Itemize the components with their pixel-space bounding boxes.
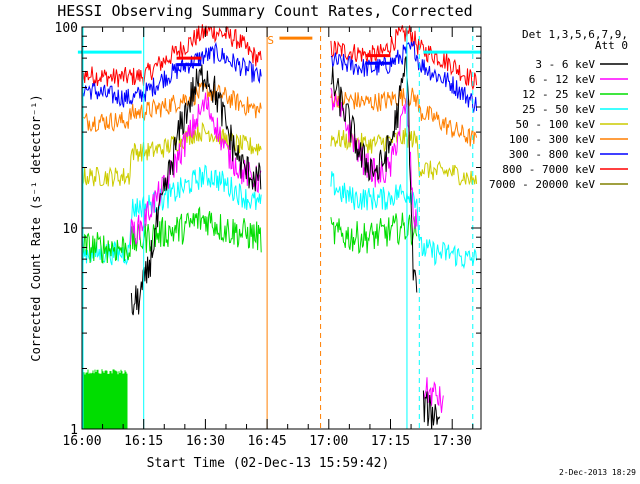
y-tick-label-0: 1 bbox=[70, 423, 78, 438]
legend-label-0: 3 - 6 keV bbox=[535, 58, 595, 71]
x-tick-label-6: 17:30 bbox=[433, 434, 472, 449]
series-7 bbox=[130, 56, 441, 430]
series-0-segment-0 bbox=[81, 24, 262, 88]
x-tick-label-2: 16:30 bbox=[186, 434, 225, 449]
data-series bbox=[81, 24, 478, 430]
x-tick-label-5: 17:15 bbox=[371, 434, 410, 449]
series-5 bbox=[81, 206, 418, 264]
legend-label-4: 50 - 100 keV bbox=[516, 118, 596, 131]
y-tick-label-1: 10 bbox=[62, 222, 78, 237]
series-7-segment-0 bbox=[130, 64, 262, 316]
y-tick-label-2: 100 bbox=[55, 21, 78, 36]
x-tick-label-4: 17:00 bbox=[309, 434, 348, 449]
legend-label-5: 100 - 300 keV bbox=[509, 133, 595, 146]
x-tick-label-3: 16:45 bbox=[248, 434, 287, 449]
chart-title: HESSI Observing Summary Count Rates, Cor… bbox=[57, 2, 472, 20]
series-6-segment-2 bbox=[422, 377, 444, 413]
legend-label-3: 25 - 50 keV bbox=[522, 103, 595, 116]
legend-header-1: Att 0 bbox=[595, 39, 628, 52]
legend-header-0: Det 1,3,5,6,7,9, bbox=[522, 28, 628, 41]
series-3 bbox=[81, 121, 478, 187]
series-5-segment-1 bbox=[330, 212, 418, 255]
saa-label: S bbox=[267, 34, 274, 47]
series-7-segment-1 bbox=[330, 56, 418, 293]
x-tick-label-1: 16:15 bbox=[124, 434, 163, 449]
annotations: S bbox=[82, 27, 474, 429]
background-bands bbox=[81, 369, 128, 429]
series-1-segment-0 bbox=[81, 41, 262, 108]
legend-label-7: 800 - 7000 keV bbox=[502, 163, 595, 176]
series-2-segment-1 bbox=[330, 87, 478, 147]
legend: Det 1,3,5,6,7,9,Att 03 - 6 keV 6 - 12 keV… bbox=[489, 28, 628, 191]
x-tick-label-0: 16:00 bbox=[62, 434, 101, 449]
legend-label-2: 12 - 25 keV bbox=[522, 88, 595, 101]
axes: 1 10 100 16:00 16:15 16:30 16:45 17:00 17:15 17:3… bbox=[55, 21, 482, 449]
series-4-segment-1 bbox=[330, 171, 478, 270]
series-4-segment-0 bbox=[81, 164, 262, 266]
series-6-segment-0 bbox=[130, 92, 262, 246]
series-1 bbox=[81, 40, 478, 114]
series-3-segment-0 bbox=[81, 121, 262, 187]
series-0-segment-1 bbox=[330, 25, 478, 91]
series-4 bbox=[81, 164, 478, 270]
series-0 bbox=[81, 24, 478, 91]
background-band-0 bbox=[81, 369, 128, 429]
series-1-segment-1 bbox=[330, 40, 478, 114]
markers bbox=[77, 36, 481, 67]
legend-label-8: 7000 - 20000 keV bbox=[489, 178, 595, 191]
x-axis-label: Start Time (02-Dec-13 15:59:42) bbox=[147, 456, 390, 471]
series-5-segment-0 bbox=[81, 206, 262, 264]
timestamp-label: 2-Dec-2013 18:29 bbox=[559, 468, 636, 477]
series-2-segment-0 bbox=[81, 82, 262, 133]
y-axis-label: Corrected Count Rate (s⁻¹ detector⁻¹) bbox=[29, 94, 43, 361]
legend-label-1: 6 - 12 keV bbox=[529, 73, 596, 86]
legend-label-6: 300 - 800 keV bbox=[509, 148, 595, 161]
series-2 bbox=[81, 82, 478, 147]
